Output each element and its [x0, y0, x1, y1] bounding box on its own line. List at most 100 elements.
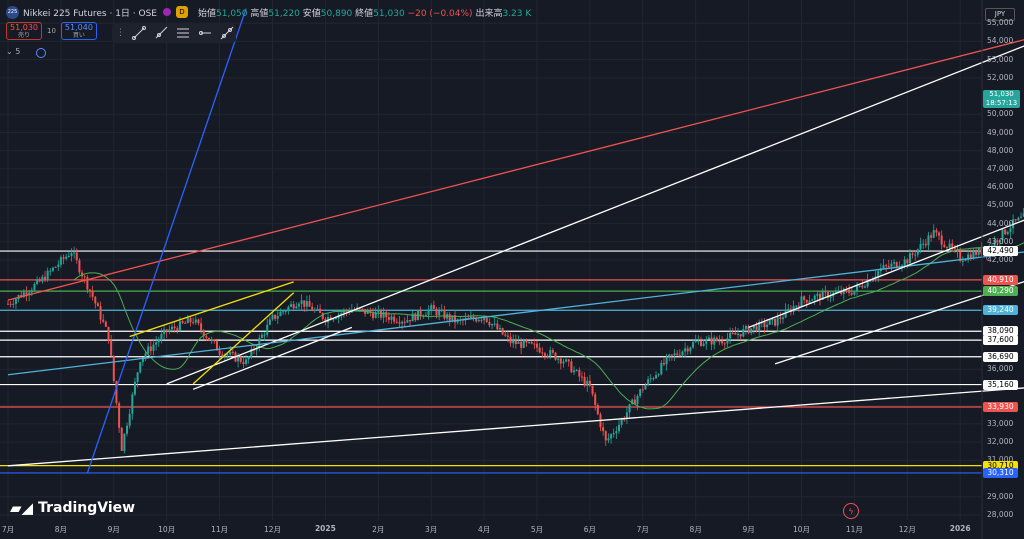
candle-body	[112, 355, 115, 381]
candle-body	[491, 324, 494, 326]
time-tick-label: 12月	[263, 525, 282, 534]
candle-body	[551, 350, 554, 353]
time-tick-label: 5月	[530, 525, 544, 534]
price-tick-label: 28,000	[987, 510, 1014, 519]
trend-line[interactable]	[192, 326, 353, 390]
symbol-logo[interactable]: 225	[6, 5, 19, 19]
trend-line[interactable]	[129, 281, 294, 338]
buy-button[interactable]: 51,040 買い	[60, 22, 97, 40]
candle-body	[44, 276, 47, 281]
candle-body	[887, 265, 890, 267]
flash-icon[interactable]: ϟ	[843, 503, 859, 519]
candle-body	[229, 351, 232, 355]
candle-body	[59, 257, 62, 265]
sell-button[interactable]: 51,030 売り	[6, 22, 42, 40]
candle-body	[477, 319, 480, 322]
currency-selector[interactable]: JPY	[985, 8, 1015, 21]
trend-line[interactable]	[192, 292, 295, 385]
parallel-channel-icon[interactable]	[175, 25, 191, 41]
candle-body	[454, 315, 457, 323]
ray-icon[interactable]	[153, 25, 169, 41]
price-tick-label: 55,000	[987, 18, 1014, 28]
candle-body	[602, 427, 605, 432]
candle-body	[554, 352, 557, 360]
trend-line[interactable]	[166, 9, 1024, 385]
order-settings-icon[interactable]	[36, 48, 46, 58]
quantity-field[interactable]: 10	[47, 27, 56, 35]
trend-line[interactable]	[7, 9, 1024, 301]
tradingview-logo[interactable]: ▰◢ TradingView	[10, 499, 136, 517]
candle-body	[91, 291, 94, 297]
time-tick-label: 7月	[1, 525, 15, 534]
candle-body	[863, 286, 866, 288]
candle-body	[255, 347, 258, 351]
candle-body	[334, 318, 337, 320]
time-tick-label: 3月	[425, 525, 438, 534]
candle-body	[49, 270, 52, 272]
price-tick-label: 54,000	[987, 36, 1014, 46]
price-level-label: 36,690	[983, 351, 1018, 362]
candle-body	[321, 312, 324, 319]
trend-line[interactable]	[748, 122, 1024, 328]
candle-body	[403, 321, 406, 323]
candle-body	[110, 340, 113, 356]
candle-body	[916, 249, 919, 255]
candle-body	[218, 350, 221, 355]
candle-body	[184, 322, 187, 324]
horizontal-ray-icon[interactable]	[197, 25, 213, 41]
candle-body	[636, 395, 639, 405]
candle-body	[707, 337, 710, 340]
price-level-label: 40,290	[983, 286, 1018, 297]
candle-body	[475, 318, 478, 322]
candle-body	[120, 427, 123, 451]
indicator-toggle[interactable]: ⌄ 5	[6, 47, 21, 56]
candle-body	[578, 370, 581, 377]
candle-body	[781, 317, 784, 319]
candle-body	[258, 337, 261, 348]
candle-body	[152, 344, 155, 351]
candle-body	[303, 300, 306, 307]
drag-handle-icon[interactable]: ⋮	[116, 28, 125, 38]
symbol-title[interactable]: Nikkei 225 Futures · 1日 · OSE	[23, 8, 157, 19]
candle-body	[742, 328, 745, 337]
candle-body	[33, 283, 36, 291]
time-tick-label: 10月	[158, 525, 176, 534]
trend-line[interactable]	[774, 198, 1024, 365]
candle-body	[567, 359, 570, 362]
candle-body	[133, 381, 136, 395]
candle-body	[504, 334, 507, 336]
candle-body	[247, 356, 250, 360]
candle-body	[774, 318, 777, 326]
trend-line[interactable]	[7, 358, 1024, 467]
data-badge[interactable]: D	[176, 6, 188, 18]
candle-body	[213, 339, 216, 342]
candle-body	[390, 316, 393, 320]
candle-body	[20, 294, 23, 298]
candle-body	[38, 279, 41, 282]
candle-body	[401, 321, 404, 324]
candle-body	[692, 342, 695, 348]
candle-body	[136, 372, 139, 382]
trend-lines[interactable]	[7, 8, 1024, 474]
candle-body	[506, 335, 509, 337]
candle-body	[12, 303, 15, 305]
candle-body	[414, 313, 417, 321]
candle-body	[141, 357, 144, 363]
candle-body	[908, 253, 911, 264]
candle-body	[189, 318, 192, 323]
trend-line-icon[interactable]	[131, 25, 147, 41]
candle-body	[633, 399, 636, 405]
candle-body	[387, 317, 390, 320]
candle-body	[522, 340, 525, 348]
candle-body	[948, 243, 951, 248]
candle-body	[924, 243, 927, 246]
extended-line-icon[interactable]	[219, 25, 235, 41]
candle-body	[99, 306, 102, 320]
candle-body	[686, 348, 689, 352]
candle-body	[702, 343, 705, 346]
trend-line[interactable]	[7, 205, 1024, 376]
time-tick-label: 4月	[477, 525, 491, 534]
trend-line[interactable]	[86, 8, 247, 474]
candle-body	[197, 319, 200, 324]
